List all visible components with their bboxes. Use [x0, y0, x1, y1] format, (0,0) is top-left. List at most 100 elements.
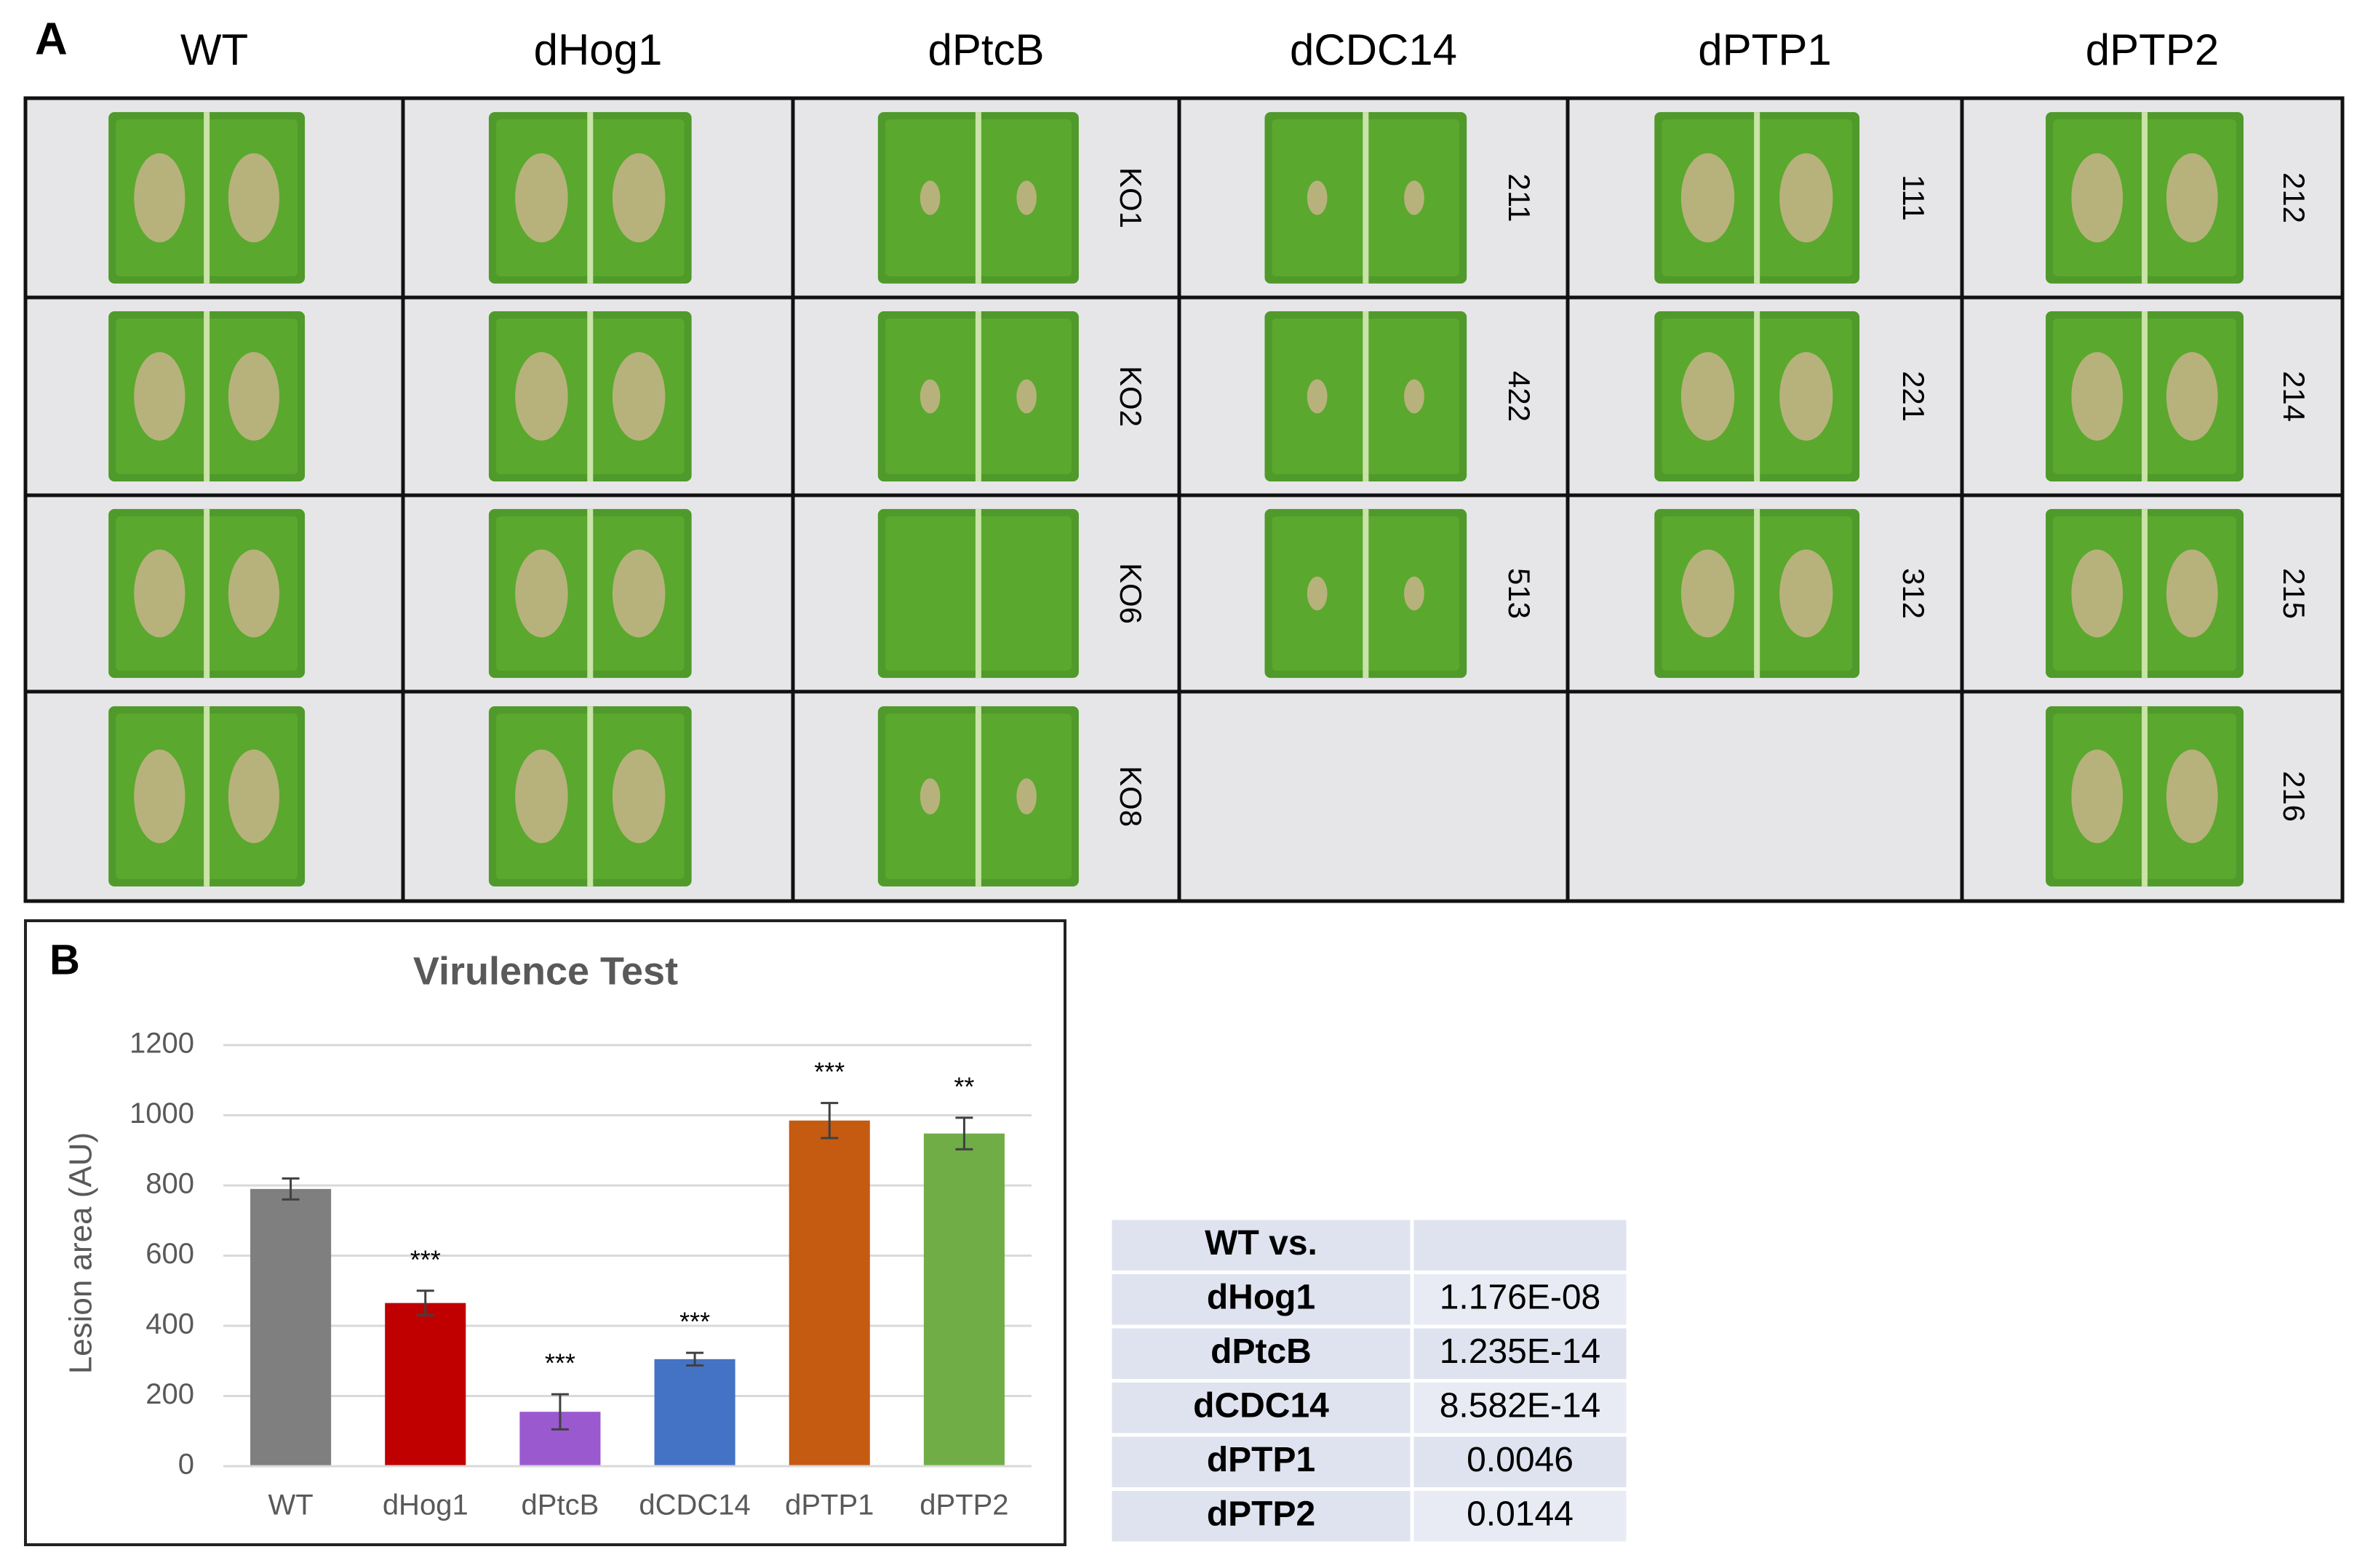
lesion: [1779, 549, 1833, 638]
lesion: [2166, 352, 2218, 441]
lesion: [612, 549, 666, 638]
bar: [654, 1359, 735, 1466]
table-cell: [1108, 1487, 1414, 1545]
table-cell: [1108, 1324, 1414, 1383]
significance: **: [954, 1071, 974, 1101]
lesion: [1016, 180, 1037, 215]
lesion: [1404, 180, 1424, 215]
lesion: [1680, 549, 1735, 638]
lesion: [2166, 549, 2218, 638]
lesion: [134, 549, 186, 638]
lesion: [920, 379, 941, 414]
lesion: [1016, 379, 1037, 414]
table-cell: [1410, 1216, 1630, 1274]
table-p-value: 0.0144: [1467, 1495, 1574, 1533]
strain-label: 312: [1897, 568, 1931, 619]
lesion: [920, 180, 941, 215]
strain-label: KO1: [1114, 167, 1148, 228]
lesion: [1779, 153, 1833, 243]
strain-label: 221: [1897, 371, 1931, 422]
y-tick-label: 1200: [129, 1028, 194, 1060]
lesion: [1307, 379, 1328, 414]
lesion: [612, 153, 666, 243]
photo-cell: [1566, 689, 1964, 903]
panel-label: A: [35, 14, 68, 64]
lesion: [612, 352, 666, 441]
lesion: [1016, 778, 1037, 815]
strain-label: 211: [1502, 174, 1536, 223]
y-tick-label: 1000: [129, 1097, 194, 1129]
bar: [789, 1120, 870, 1466]
table-strain: dPTP1: [1207, 1441, 1315, 1479]
panel-label: B: [49, 936, 80, 983]
significance: ***: [545, 1348, 575, 1378]
lesion: [515, 549, 568, 638]
bar: [250, 1188, 332, 1466]
lesion: [515, 749, 568, 844]
bar: [385, 1303, 466, 1466]
column-header: dPtcB: [928, 25, 1044, 74]
table-strain: dCDC14: [1193, 1386, 1329, 1425]
significance: ***: [410, 1244, 441, 1274]
y-tick-label: 400: [145, 1308, 194, 1340]
lesion: [612, 749, 666, 844]
x-tick-label: dPTP2: [920, 1489, 1008, 1521]
strain-label: 214: [2277, 371, 2311, 422]
lesion: [134, 749, 186, 844]
column-header: dPTP2: [2086, 25, 2219, 74]
significance: ***: [679, 1307, 710, 1337]
strain-label: 212: [2277, 172, 2311, 223]
y-tick-label: 800: [145, 1168, 194, 1200]
lesion: [2166, 749, 2218, 844]
strain-label: 422: [1502, 371, 1536, 422]
lesion: [228, 352, 279, 441]
table-cell: [1410, 1433, 1630, 1491]
lesion: [1680, 153, 1735, 243]
y-tick-label: 200: [145, 1378, 194, 1410]
lesion: [920, 778, 941, 815]
lesion: [228, 749, 279, 844]
table-cell: [1410, 1487, 1630, 1545]
table-strain: dPTP2: [1207, 1495, 1315, 1533]
table-p-value: 1.235E-14: [1440, 1332, 1601, 1371]
strain-label: 513: [1502, 568, 1536, 619]
table-cell: [1410, 1324, 1630, 1383]
panel-b-frame: [24, 919, 1066, 1546]
lesion: [2071, 549, 2123, 638]
x-tick-label: dPtcB: [522, 1489, 599, 1521]
strain-label: KO6: [1114, 563, 1148, 624]
significance: ***: [814, 1057, 845, 1087]
x-tick-label: dHog1: [383, 1489, 468, 1521]
photo-cell: [1177, 689, 1570, 903]
lesion: [134, 352, 186, 441]
y-axis-label: Lesion area (AU): [63, 1132, 99, 1375]
lesion: [1307, 576, 1328, 611]
strain-label: KO2: [1114, 366, 1148, 427]
column-header: dPTP1: [1698, 25, 1831, 74]
bar: [923, 1133, 1005, 1466]
table-p-value: 1.176E-08: [1440, 1278, 1601, 1316]
table-p-value: 8.582E-14: [1440, 1386, 1601, 1425]
lesion: [1404, 576, 1424, 611]
lesion: [228, 153, 279, 243]
table-strain: dHog1: [1207, 1278, 1315, 1316]
y-tick-label: 0: [178, 1449, 194, 1481]
lesion: [134, 153, 186, 243]
lesion: [228, 549, 279, 638]
strain-label: KO8: [1114, 766, 1148, 827]
lesion: [1779, 352, 1833, 441]
lesion: [515, 153, 568, 243]
strain-label: 216: [2277, 771, 2311, 822]
x-tick-label: WT: [268, 1489, 313, 1521]
table-cell: [1410, 1271, 1630, 1329]
table-header: WT vs.: [1205, 1224, 1317, 1263]
chart-title: Virulence Test: [413, 949, 678, 993]
table-strain: dPtcB: [1211, 1332, 1312, 1371]
lesion: [515, 352, 568, 441]
table-cell: [1410, 1379, 1630, 1437]
strain-label: 215: [2277, 568, 2311, 619]
lesion: [2071, 153, 2123, 243]
lesion: [1680, 352, 1735, 441]
lesion: [1307, 180, 1328, 215]
